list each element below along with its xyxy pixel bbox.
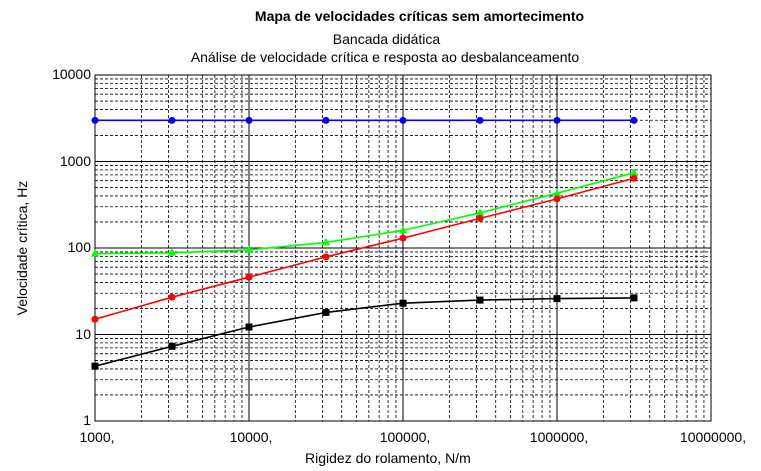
x-tick-label: 10000000,	[679, 429, 747, 445]
series-1	[91, 168, 638, 257]
data-point	[476, 208, 485, 216]
series-line	[94, 177, 635, 321]
data-point	[322, 253, 330, 261]
data-point	[553, 195, 561, 203]
data-point	[630, 174, 638, 182]
data-point	[91, 315, 99, 323]
chart-subtitle-1: Bancada didática	[332, 31, 441, 47]
data-point	[245, 116, 253, 124]
data-point	[630, 168, 638, 176]
data-point	[245, 273, 253, 281]
data-point	[91, 249, 99, 257]
data-point	[399, 299, 407, 307]
data-point	[553, 188, 561, 197]
data-point	[630, 116, 638, 124]
data-point	[322, 308, 330, 316]
y-axis-label: Velocidade crítica, Hz	[14, 180, 30, 316]
y-tick-label: 1	[83, 412, 91, 428]
data-point	[322, 237, 331, 246]
series-2	[91, 174, 638, 323]
chart-subtitle-2: Análise de velocidade crítica e resposta…	[190, 49, 580, 65]
data-point	[245, 245, 253, 253]
x-tick-label: 10000,	[229, 429, 273, 445]
data-point	[630, 294, 638, 302]
data-point	[322, 116, 330, 124]
series-0	[91, 116, 638, 124]
series-line	[94, 297, 635, 367]
y-tick-label: 100	[67, 239, 91, 255]
grid	[94, 75, 711, 422]
x-axis-label: Rigidez do rolamento, N/m	[305, 450, 471, 466]
data-point	[245, 323, 253, 331]
y-tick-label: 10	[75, 325, 91, 342]
plot-frame	[94, 74, 712, 422]
x-tick-label: 1000,	[79, 429, 115, 445]
data-point	[167, 248, 176, 256]
data-point	[476, 214, 484, 222]
series-line	[94, 172, 635, 255]
data-point	[91, 116, 99, 124]
data-point	[399, 234, 407, 242]
series-layer	[91, 116, 638, 370]
chart-title: Mapa de velocidades críticas sem amortec…	[254, 8, 585, 24]
series-3	[91, 294, 638, 370]
data-point	[553, 116, 561, 124]
data-point	[399, 116, 407, 124]
data-point	[168, 293, 176, 301]
data-point	[553, 295, 561, 303]
x-tick-label: 1000000,	[529, 429, 589, 445]
y-tick-label: 10000	[52, 66, 91, 82]
x-tick-label: 100000,	[379, 429, 431, 445]
data-point	[168, 342, 176, 350]
data-point	[399, 225, 407, 234]
data-point	[476, 296, 484, 304]
y-tick-label: 1000	[59, 152, 91, 169]
data-point	[168, 116, 176, 124]
data-point	[476, 116, 484, 124]
data-point	[91, 362, 99, 370]
